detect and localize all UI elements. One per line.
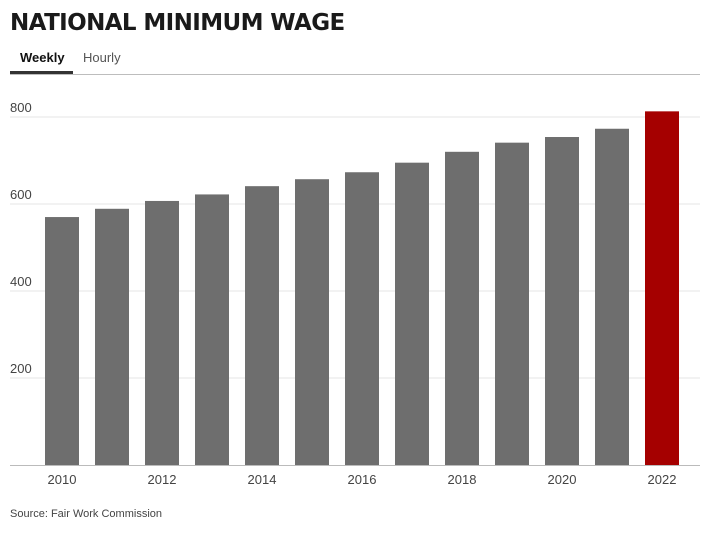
bar-2013 bbox=[195, 194, 229, 465]
bars bbox=[45, 111, 679, 466]
bar-2015 bbox=[295, 179, 329, 465]
active-tab-indicator bbox=[10, 71, 73, 74]
x-tick-label: 2010 bbox=[48, 472, 77, 487]
x-tick-label: 2022 bbox=[648, 472, 677, 487]
bar-2010 bbox=[45, 217, 79, 465]
y-tick-label: 800 bbox=[10, 100, 32, 115]
y-tick-label: 400 bbox=[10, 274, 32, 289]
tab-weekly[interactable]: Weekly bbox=[20, 50, 65, 65]
x-tick-label: 2016 bbox=[348, 472, 377, 487]
y-tick-label: 600 bbox=[10, 187, 32, 202]
bar-2016 bbox=[345, 172, 379, 465]
chart-title: NATIONAL MINIMUM WAGE bbox=[10, 10, 345, 36]
bar-2020 bbox=[545, 137, 579, 465]
bar-2019 bbox=[495, 142, 529, 466]
x-tick-label: 2012 bbox=[148, 472, 177, 487]
x-tick-label: 2020 bbox=[548, 472, 577, 487]
bar-2017 bbox=[395, 162, 429, 466]
bar-2018 bbox=[445, 151, 479, 466]
tab-bar: Weekly Hourly bbox=[10, 46, 700, 75]
bar-2022 bbox=[645, 111, 679, 465]
bar-2021 bbox=[595, 128, 629, 465]
x-tick-label: 2018 bbox=[448, 472, 477, 487]
tab-hourly[interactable]: Hourly bbox=[83, 50, 121, 65]
y-tick-label: 200 bbox=[10, 361, 32, 376]
bar-2012 bbox=[145, 200, 179, 465]
source-note: Source: Fair Work Commission bbox=[10, 508, 162, 520]
x-tick-label: 2014 bbox=[248, 472, 277, 487]
bar-2011 bbox=[95, 208, 129, 465]
bar-chart: 200 400 600 800 2010 2012 2014 2016 2018 2020 2022 bbox=[10, 100, 700, 487]
axes: 200 400 600 800 2010 2012 2014 2016 2018 2020 2022 bbox=[10, 100, 700, 487]
bar-2014 bbox=[245, 186, 279, 466]
